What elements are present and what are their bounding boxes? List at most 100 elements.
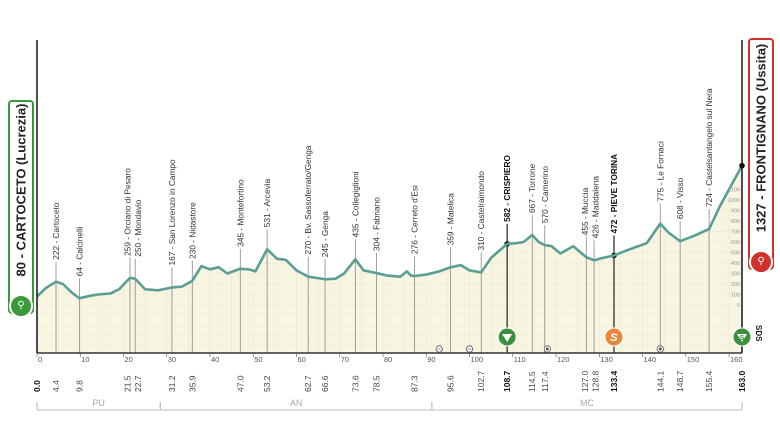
waypoint-km: 87.3 (410, 375, 420, 392)
waypoint-km: 78.5 (372, 375, 382, 392)
start-label: 80 - CARTOCETO (Lucrezia) (13, 103, 29, 277)
waypoint-label: 245 - Genga (320, 211, 330, 258)
waypoint-label: 167 - San Lorenzo in Campo (167, 159, 177, 265)
x-tick-label: 140 (644, 355, 657, 364)
waypoint-km: 62.7 (303, 375, 313, 392)
x-tick-label: 20 (125, 355, 133, 364)
waypoint-km: 9.8 (74, 380, 84, 392)
waypoint-label: 435 - Collegiglioni (350, 171, 360, 237)
x-tick-label: 70 (341, 355, 349, 364)
x-tick-label: 110 (514, 355, 526, 364)
waypoint-km: 114.5 (527, 371, 537, 392)
waypoint-label: 455 - Muccia (580, 187, 590, 235)
waypoint-label: 426 - Maddalena (590, 176, 600, 239)
y-tick-label: 300 (731, 272, 740, 278)
y-tick-label: 600 (731, 240, 740, 246)
waypoint-km: 133.4 (609, 370, 619, 392)
sprint-marker-icon (604, 327, 624, 347)
x-tick-label: 0 (38, 355, 42, 364)
waypoint-label: 230 - Nidastore (187, 202, 197, 259)
finish-marker-icon-letter: S (740, 335, 745, 342)
intermediate-icon-dot (545, 347, 549, 351)
waypoint-label: 608 - Visso (675, 177, 685, 219)
finish-marker-text: SDS (754, 325, 763, 342)
waypoint-label: 570 - Camerino (540, 166, 550, 224)
waypoint-km: 127.0 (580, 370, 590, 392)
waypoint-km: 22.7 (133, 375, 143, 392)
start-box: 80 - CARTOCETO (Lucrezia) ⚲ (8, 100, 34, 318)
waypoint-label: 345 - Montefortino (235, 179, 245, 247)
waypoint-label: 667 - Torrone (527, 163, 537, 213)
profile-line (36, 165, 744, 300)
waypoint-label: 64 - Calcinelli (74, 226, 84, 276)
waypoint-label: 775 - Le Fornaci (655, 141, 665, 202)
x-tick-label: 100 (471, 355, 484, 364)
sprint-letter: S (610, 332, 618, 344)
waypoint-km: 117.4 (540, 371, 550, 392)
finish-km: 163.0 (737, 370, 747, 392)
region-label: PU (92, 398, 105, 408)
y-tick-label: 700 (731, 230, 740, 236)
finish-cyclist-icon: ⚲ (749, 250, 773, 274)
waypoint-km: 53.2 (262, 375, 272, 392)
x-tick-label: 50 (254, 355, 262, 364)
x-tick-label: 80 (384, 355, 392, 364)
waypoint-km: 73.6 (350, 375, 360, 392)
y-tick-label: 500 (731, 251, 740, 257)
waypoint-km: 66.6 (320, 375, 330, 392)
finish-box: 1327 - FRONTIGNANO (Ussita) ⚲ (748, 38, 774, 274)
waypoint-km: 108.7 (502, 370, 512, 392)
x-tick-label: 30 (168, 355, 176, 364)
waypoint-km: 21.5 (122, 375, 132, 392)
finish-marker-icon-triangle (737, 334, 747, 342)
waypoint-label: 472 - PIEVE TORINA (609, 154, 619, 234)
waypoint-label: 270 - Bv. Sassoferrato/Genga (303, 145, 313, 255)
start-km: 0.0 (32, 380, 42, 392)
waypoint-km: 35.9 (187, 375, 197, 392)
waypoint-km: 144.1 (655, 370, 665, 392)
waypoint-km: 155.4 (704, 370, 714, 392)
waypoint-label: 250 - Mondavio (133, 199, 143, 257)
waypoint-label: 259 - Orciano di Pesaro (122, 168, 132, 256)
region-label: MC (580, 398, 594, 408)
waypoint-label: 531 - Arcevia (262, 178, 272, 227)
waypoint-label: 582 - CRISPIERO (502, 154, 512, 221)
x-tick-label: 120 (557, 355, 570, 364)
waypoint-label: 724 - Castelsantangelo sul Nera (704, 88, 714, 207)
start-cyclist-icon: ⚲ (9, 294, 33, 318)
y-tick-label: 800 (731, 219, 740, 225)
y-tick-label: 1100 (728, 188, 740, 194)
profile-fill (37, 165, 742, 353)
waypoint-km: 4.4 (51, 380, 61, 392)
x-tick-label: 130 (600, 355, 613, 364)
climb-marker-icon-triangle (502, 334, 513, 342)
y-tick-label: 0 (737, 303, 740, 309)
finish-label: 1327 - FRONTIGNANO (Ussita) (753, 43, 769, 233)
y-tick-label: 900 (731, 209, 740, 215)
waypoint-km: 128.8 (590, 370, 600, 392)
waypoint-label: 359 - Matelica (445, 193, 455, 245)
region-label: AN (290, 398, 303, 408)
waypoint-km: 148.7 (675, 370, 685, 392)
waypoint-label: 276 - Cerreto d'Esi (410, 185, 420, 254)
y-tick-label: 1000 (728, 198, 740, 204)
y-tick-label: 200 (731, 282, 740, 288)
x-tick-label: 40 (211, 355, 219, 364)
waypoint-label: 304 - Fabriano (372, 197, 382, 251)
x-tick-label: 150 (687, 355, 700, 364)
x-tick-label: 160 (730, 355, 743, 364)
waypoint-km: 102.7 (476, 370, 486, 392)
waypoint-km: 31.2 (167, 375, 177, 392)
x-tick-label: 10 (81, 355, 89, 364)
waypoint-label: 310 - Castelraimondo (476, 171, 486, 251)
x-tick-label: 90 (427, 355, 435, 364)
finish-dot (739, 162, 745, 169)
waypoint-km: 47.0 (235, 375, 245, 392)
intermediate-icon-dot (658, 347, 662, 351)
y-tick-label: 400 (731, 261, 740, 267)
waypoint-km: 95.6 (445, 375, 455, 392)
y-tick-label: 100 (731, 293, 740, 299)
x-tick-label: 60 (298, 355, 306, 364)
waypoint-label: 222 - Cartoceto (51, 202, 61, 260)
